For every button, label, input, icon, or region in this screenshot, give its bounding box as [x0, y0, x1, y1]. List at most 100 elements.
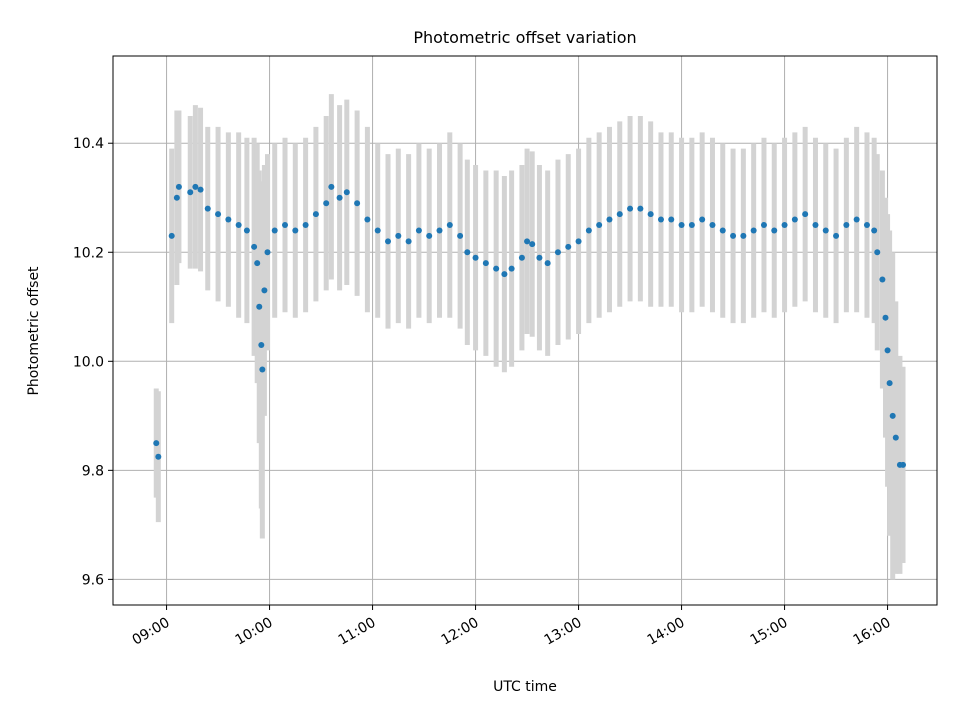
data-point	[225, 216, 232, 223]
data-point	[192, 183, 199, 190]
data-point	[812, 222, 819, 229]
data-point	[750, 227, 757, 234]
data-point	[323, 200, 330, 207]
data-point	[781, 222, 788, 229]
data-point	[668, 216, 675, 223]
data-point	[155, 453, 162, 460]
data-point	[464, 249, 471, 256]
plot-frame	[112, 55, 938, 606]
data-point	[565, 243, 572, 250]
data-point	[336, 194, 343, 201]
data-point	[900, 461, 907, 468]
data-point	[187, 189, 194, 196]
data-point	[886, 380, 893, 387]
y-tick-label: 10.0	[73, 354, 104, 370]
data-point	[343, 189, 350, 196]
data-point	[882, 314, 889, 321]
data-point	[374, 227, 381, 234]
data-point	[254, 260, 261, 267]
data-point	[892, 434, 899, 441]
data-point	[482, 260, 489, 267]
data-point	[426, 232, 433, 239]
y-tick-label: 9.8	[82, 463, 104, 479]
data-point	[215, 211, 222, 218]
data-point	[606, 216, 613, 223]
data-point	[493, 265, 500, 272]
data-point	[235, 222, 242, 229]
data-point	[175, 183, 182, 190]
data-point	[524, 238, 531, 245]
y-tick-label: 9.6	[82, 572, 104, 588]
data-point	[282, 222, 289, 229]
data-point	[405, 238, 412, 245]
data-point	[153, 440, 160, 447]
data-point	[699, 216, 706, 223]
data-point	[328, 183, 335, 190]
data-point	[884, 347, 891, 354]
data-point	[719, 227, 726, 234]
data-point	[258, 341, 265, 348]
data-point	[874, 249, 881, 256]
data-point	[843, 222, 850, 229]
y-axis-label: Photometric offset	[26, 266, 42, 396]
data-point	[627, 205, 634, 212]
data-point	[173, 194, 180, 201]
data-point	[168, 232, 175, 239]
data-point	[637, 205, 644, 212]
data-point	[271, 227, 278, 234]
data-point	[446, 222, 453, 229]
data-point	[730, 232, 737, 239]
data-points	[153, 183, 907, 468]
data-point	[771, 227, 778, 234]
chart-title: Photometric offset variation	[413, 28, 636, 47]
data-point	[312, 211, 319, 218]
data-point	[508, 265, 515, 272]
data-point	[554, 249, 561, 256]
data-point	[259, 366, 266, 373]
data-point	[529, 241, 536, 248]
data-point	[833, 232, 840, 239]
data-point	[760, 222, 767, 229]
data-point	[688, 222, 695, 229]
data-point	[251, 243, 258, 250]
data-point	[709, 222, 716, 229]
data-point	[791, 216, 798, 223]
data-point	[197, 186, 204, 193]
data-point	[544, 260, 551, 267]
data-point	[518, 254, 525, 261]
data-point	[292, 227, 299, 234]
x-axis-label: UTC time	[493, 679, 557, 695]
data-point	[678, 222, 685, 229]
data-point	[536, 254, 543, 261]
data-point	[822, 227, 829, 234]
data-point	[261, 287, 268, 294]
data-point	[575, 238, 582, 245]
data-point	[657, 216, 664, 223]
data-point	[395, 232, 402, 239]
data-point	[302, 222, 309, 229]
data-point	[385, 238, 392, 245]
data-point	[472, 254, 479, 261]
data-point	[596, 222, 603, 229]
data-point	[243, 227, 250, 234]
data-point	[871, 227, 878, 234]
data-point	[501, 271, 508, 278]
data-point	[616, 211, 623, 218]
data-point	[879, 276, 886, 283]
data-point	[863, 222, 870, 229]
data-point	[415, 227, 422, 234]
data-point	[457, 232, 464, 239]
data-point	[585, 227, 592, 234]
data-point	[647, 211, 654, 218]
y-axis: 9.6 9.8 10.0 10.2 10.4	[73, 136, 113, 588]
y-tick-label: 10.2	[73, 245, 104, 261]
data-point	[740, 232, 747, 239]
data-point	[354, 200, 361, 207]
data-point	[204, 205, 211, 212]
data-point	[256, 303, 263, 310]
y-tick-label: 10.4	[73, 136, 104, 152]
data-point	[364, 216, 371, 223]
data-point	[802, 211, 809, 218]
